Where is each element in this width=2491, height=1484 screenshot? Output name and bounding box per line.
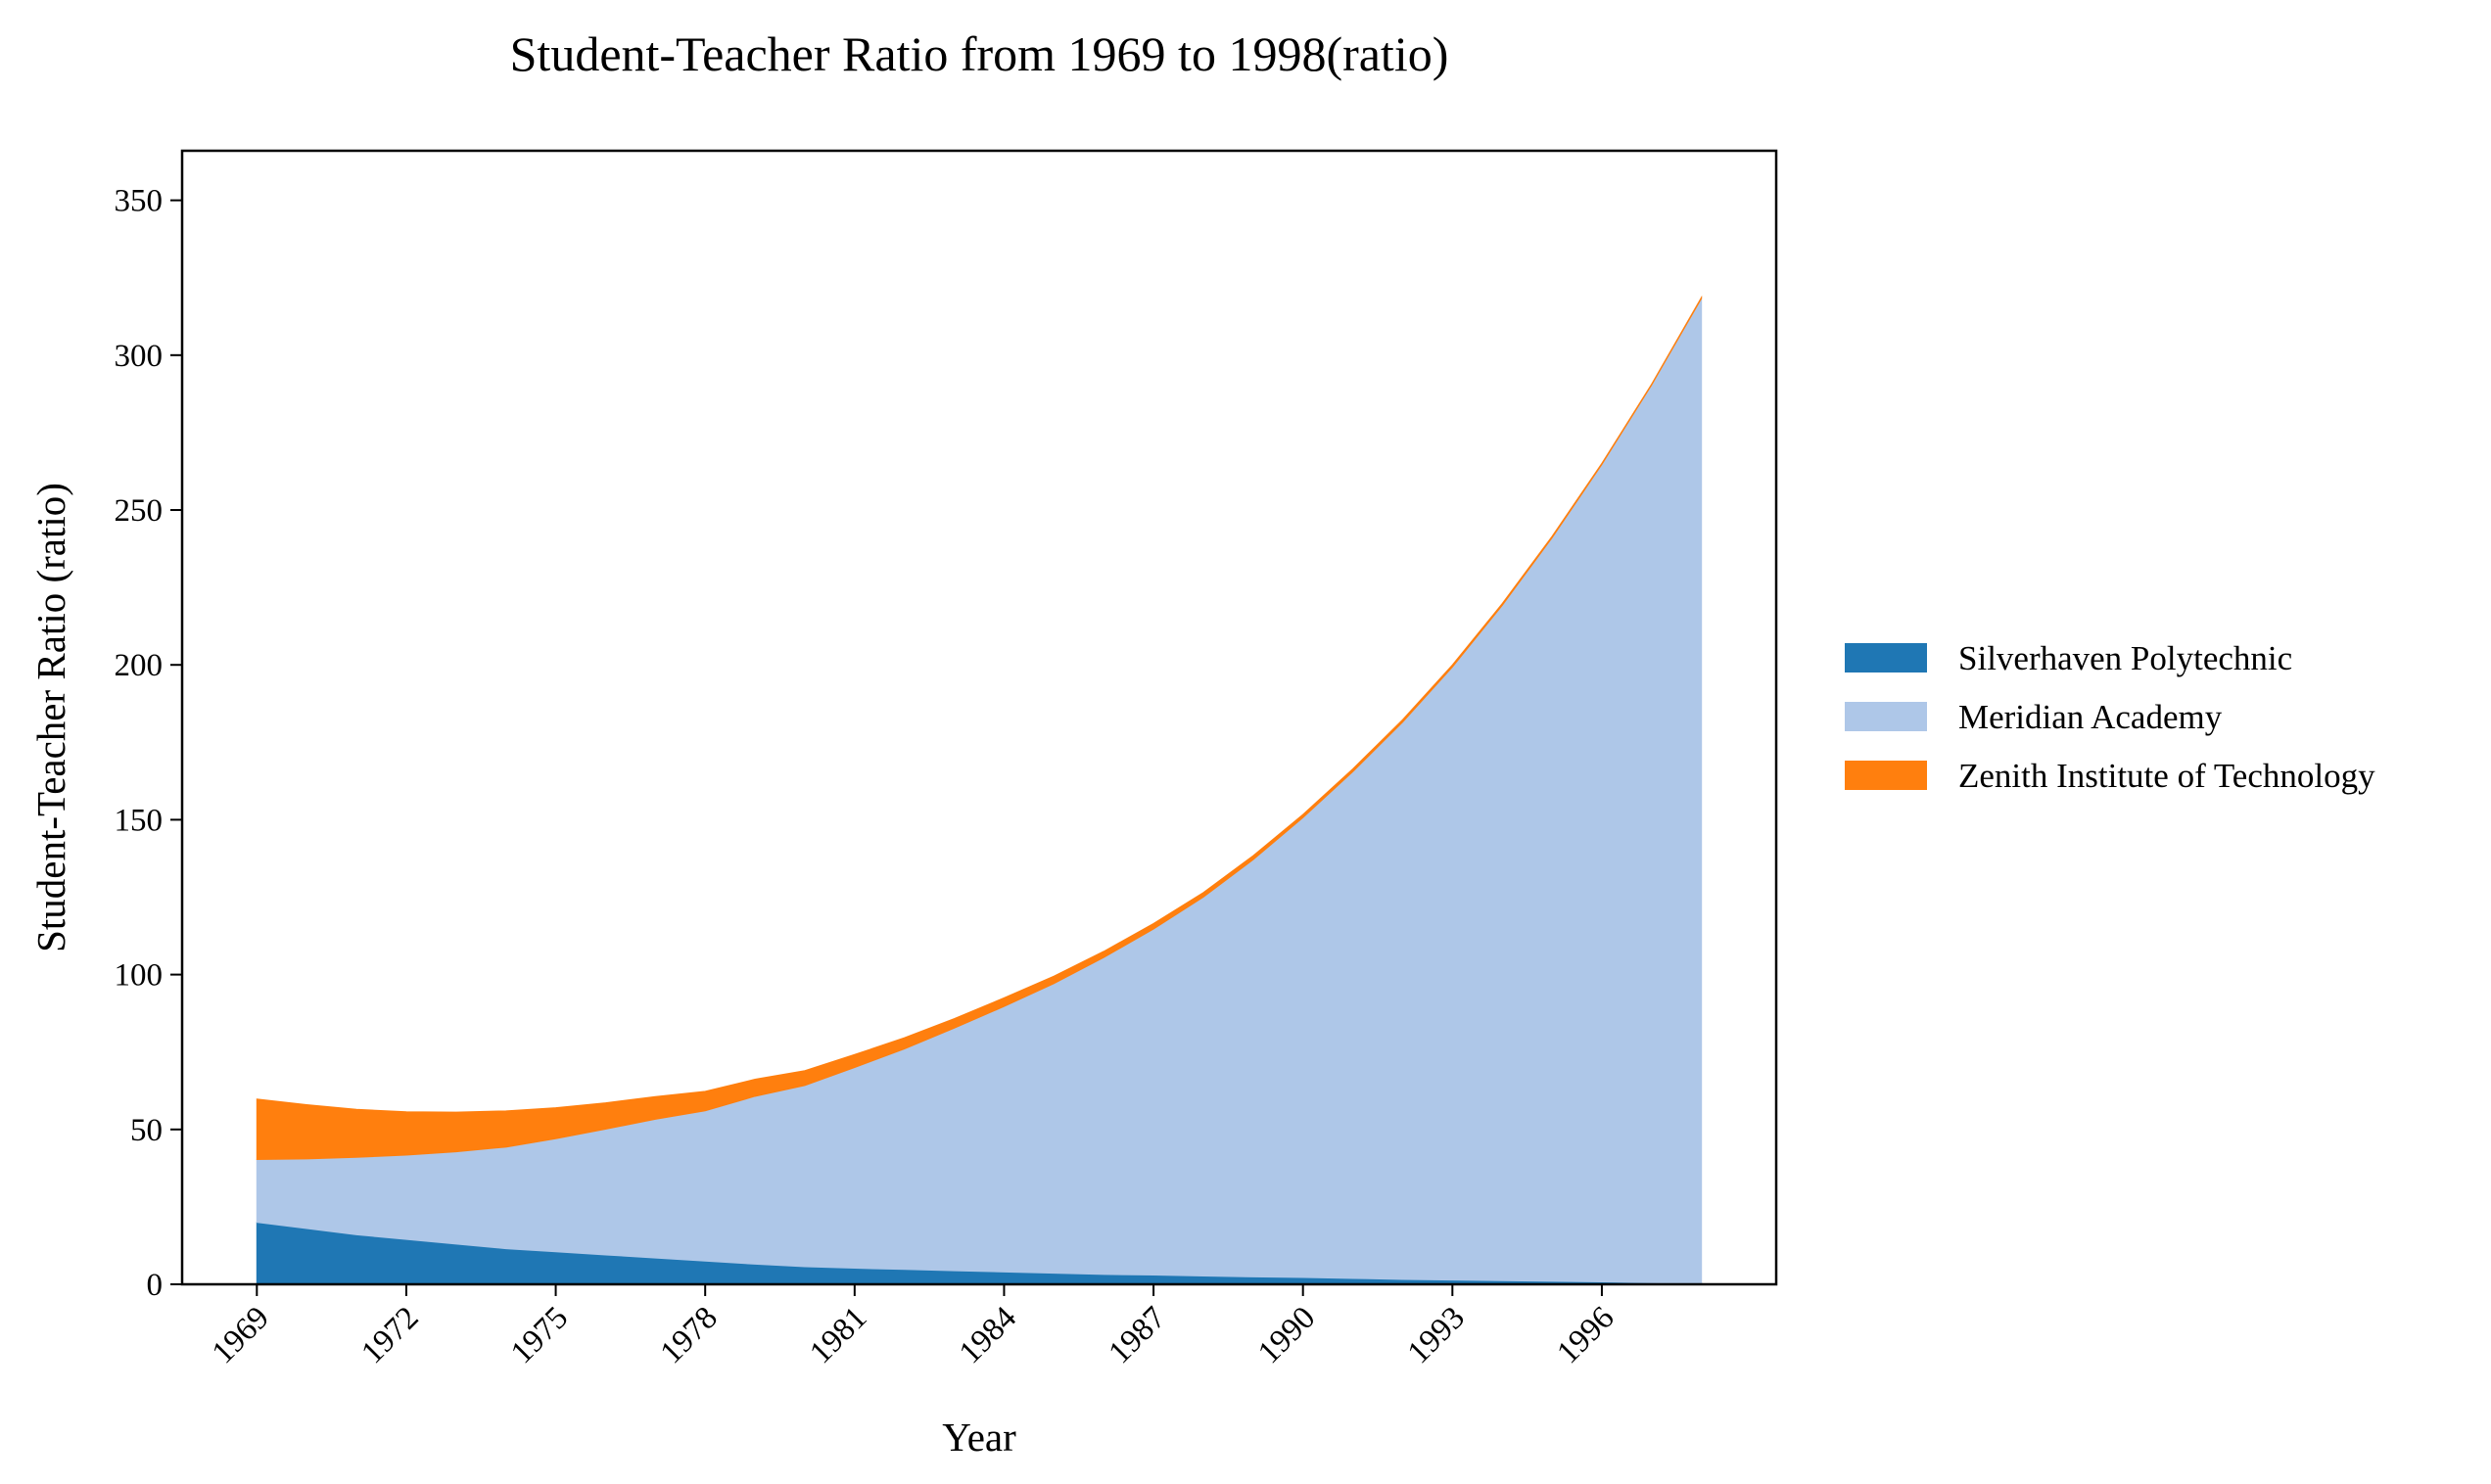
x-tick-label: 1975 xyxy=(504,1300,575,1370)
plot-areas xyxy=(256,295,1703,1285)
x-tick-label: 1981 xyxy=(803,1300,873,1370)
plot-frame xyxy=(180,149,1778,1286)
x-tick-label: 1984 xyxy=(953,1300,1023,1370)
x-tick-label: 1993 xyxy=(1401,1300,1472,1370)
x-axis-label: Year xyxy=(942,1414,1016,1460)
y-tick-label: 300 xyxy=(115,339,164,374)
y-axis-label: Student-Teacher Ratio (ratio) xyxy=(28,483,73,952)
chart-title: Student-Teacher Ratio from 1969 to 1998(… xyxy=(510,26,1449,81)
x-tick-label: 1978 xyxy=(654,1300,725,1370)
legend-label: Silverhaven Polytechnic xyxy=(1958,639,2292,677)
y-tick-label: 50 xyxy=(130,1113,163,1148)
area-series-2 xyxy=(256,295,1703,1160)
legend-label: Meridian Academy xyxy=(1958,698,2223,736)
y-axis-ticks: 0 50 100 150 200 250 300 350 xyxy=(115,184,182,1303)
y-tick-label: 0 xyxy=(147,1268,164,1303)
legend: Silverhaven Polytechnic Meridian Academy Z… xyxy=(1845,639,2375,795)
y-tick-label: 100 xyxy=(115,958,164,994)
legend-label: Zenith Institute of Technology xyxy=(1958,757,2375,795)
legend-swatch xyxy=(1845,702,1927,731)
legend-swatch xyxy=(1845,761,1927,790)
x-axis-ticks: 1969 1972 1975 1978 1981 1984 1987 1990 1993 1996 xyxy=(206,1284,1622,1370)
x-tick-label: 1990 xyxy=(1251,1300,1322,1370)
legend-swatch xyxy=(1845,643,1927,672)
x-tick-label: 1969 xyxy=(206,1300,276,1370)
y-tick-label: 250 xyxy=(115,493,164,529)
x-tick-label: 1987 xyxy=(1103,1300,1173,1370)
y-tick-label: 350 xyxy=(115,184,164,219)
x-tick-label: 1996 xyxy=(1550,1300,1621,1370)
y-tick-label: 150 xyxy=(115,803,164,838)
x-tick-label: 1972 xyxy=(354,1300,425,1370)
y-tick-label: 200 xyxy=(115,648,164,683)
